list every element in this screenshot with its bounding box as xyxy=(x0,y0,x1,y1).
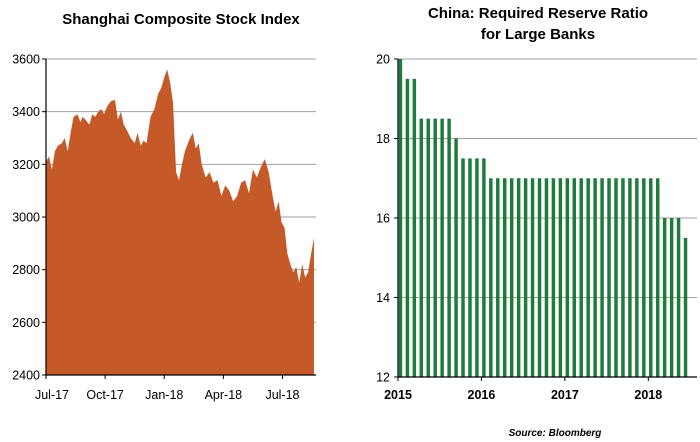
shanghai-x-tick-label: Oct-17 xyxy=(86,388,124,402)
rrr-y-tick-labels: 12 14 16 18 20 xyxy=(376,53,390,385)
rrr-bar xyxy=(649,178,653,377)
shanghai-y-tick-label: 3600 xyxy=(12,53,40,67)
rrr-bar xyxy=(433,118,437,378)
rrr-bar xyxy=(489,178,493,377)
rrr-bar xyxy=(621,178,625,377)
rrr-bar xyxy=(482,158,486,378)
rrr-bar xyxy=(662,218,667,377)
rrr-bar xyxy=(669,218,674,377)
rrr-y-tick-label: 18 xyxy=(376,132,390,146)
rrr-x-tick-labels: 2015 2016 2017 2018 xyxy=(384,388,662,402)
rrr-axes xyxy=(394,58,697,381)
rrr-bar xyxy=(642,178,646,377)
rrr-bar xyxy=(419,118,424,378)
rrr-bar xyxy=(565,178,570,377)
rrr-bar xyxy=(628,178,632,377)
rrr-bar xyxy=(614,178,618,377)
rrr-y-tick-label: 12 xyxy=(376,371,390,385)
rrr-bar xyxy=(558,178,563,377)
rrr-x-tick-label: 2017 xyxy=(551,388,579,402)
shanghai-y-tick-label: 3000 xyxy=(12,211,40,225)
shanghai-x-tick-labels: Jul-17 Oct-17 Jan-18 Apr-18 Jul-18 xyxy=(35,388,300,402)
rrr-bar xyxy=(475,158,479,378)
rrr-y-tick-label: 14 xyxy=(376,291,390,305)
shanghai-x-tick-label: Jan-18 xyxy=(145,388,183,402)
rrr-bar xyxy=(516,178,521,377)
rrr-bar xyxy=(405,78,410,378)
shanghai-y-tick-label: 3200 xyxy=(12,158,40,172)
rrr-bar xyxy=(461,158,465,378)
rrr-bar xyxy=(600,178,604,377)
rrr-bar xyxy=(676,218,681,377)
rrr-chart-title: China: Required Reserve Ratio xyxy=(428,5,648,22)
rrr-bar xyxy=(551,178,556,377)
shanghai-chart-title: Shanghai Composite Stock Index xyxy=(62,11,300,28)
rrr-bar xyxy=(426,118,430,378)
rrr-bar xyxy=(579,178,583,377)
rrr-x-tick-label: 2015 xyxy=(384,388,412,402)
rrr-bar xyxy=(412,78,417,378)
rrr-bar xyxy=(496,178,500,377)
shanghai-y-tick-label: 2600 xyxy=(12,316,40,330)
rrr-bar xyxy=(503,178,507,377)
rrr-bar xyxy=(454,138,458,377)
rrr-bar xyxy=(523,178,528,377)
rrr-bar xyxy=(468,158,472,378)
rrr-bar xyxy=(544,178,549,377)
shanghai-y-tick-label: 2800 xyxy=(12,263,40,277)
rrr-bar xyxy=(586,178,590,377)
rrr-bar xyxy=(593,178,597,377)
rrr-x-tick-label: 2016 xyxy=(468,388,496,402)
rrr-bar xyxy=(683,237,688,378)
source-note: Source: Bloomberg xyxy=(509,428,602,439)
shanghai-y-tick-labels: 2400 2600 2800 3000 3200 3400 3600 xyxy=(12,53,40,383)
rrr-bar xyxy=(509,178,514,377)
rrr-bar xyxy=(447,118,451,378)
shanghai-y-tick-label: 3400 xyxy=(12,105,40,119)
rrr-bar xyxy=(572,178,577,377)
shanghai-y-tick-label: 2400 xyxy=(12,369,40,383)
rrr-y-tick-label: 20 xyxy=(376,53,390,67)
shanghai-x-tick-label: Jul-17 xyxy=(35,388,69,402)
rrr-bar xyxy=(530,178,535,377)
rrr-bar xyxy=(537,178,542,377)
rrr-bar xyxy=(440,118,444,378)
rrr-y-tick-label: 16 xyxy=(376,212,390,226)
rrr-bar xyxy=(398,59,403,377)
shanghai-x-tick-label: Apr-18 xyxy=(205,388,243,402)
rrr-bar xyxy=(655,178,660,377)
shanghai-x-tick-label: Jul-18 xyxy=(265,388,299,402)
shanghai-axes xyxy=(42,58,316,379)
rrr-bars xyxy=(398,59,688,378)
rrr-bar xyxy=(607,178,611,377)
shanghai-index-area xyxy=(46,69,314,375)
rrr-bar xyxy=(635,178,639,377)
rrr-x-tick-label: 2018 xyxy=(634,388,662,402)
rrr-chart-subtitle: for Large Banks xyxy=(481,26,595,43)
